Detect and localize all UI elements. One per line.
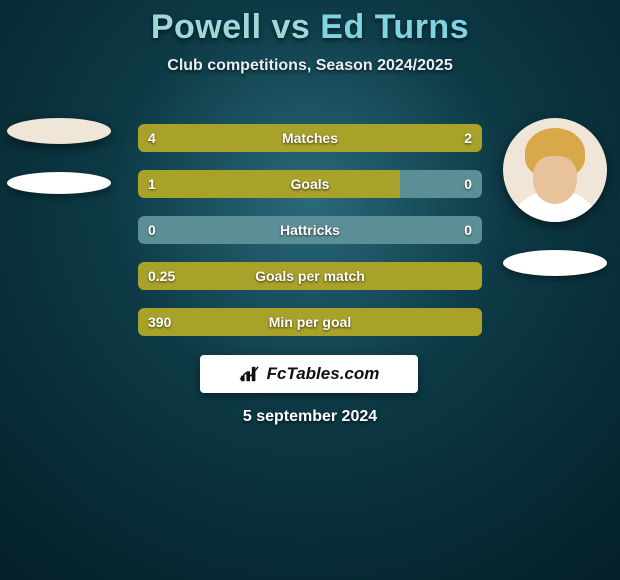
stat-label: Hattricks [138,222,482,238]
stat-label: Goals per match [138,268,482,284]
subtitle: Club competitions, Season 2024/2025 [0,57,620,75]
title-player2: Ed Turns [320,8,469,46]
date-text: 5 september 2024 [0,408,620,426]
stats-container: 42Matches 10Goals 00Hattricks 0.25Goals per… [138,124,482,336]
title-vs: vs [272,8,311,46]
player2-shirt [511,192,599,222]
stat-row: 390Min per goal [138,308,482,336]
player-right-column [500,118,610,276]
stat-row: 10Goals [138,170,482,198]
player2-avatar [503,118,607,222]
player1-name-plate [7,172,111,194]
page-title: Powell vs Ed Turns [0,0,620,47]
stat-label: Goals [138,176,482,192]
stat-label: Matches [138,130,482,146]
player-left-column [4,118,114,194]
player2-name-plate [503,250,607,276]
stat-label: Min per goal [138,314,482,330]
title-player1: Powell [151,8,262,46]
brand-text: FcTables.com [267,364,380,384]
stat-row: 42Matches [138,124,482,152]
bar-chart-icon [239,365,261,383]
brand-badge[interactable]: FcTables.com [200,355,418,393]
stat-row: 0.25Goals per match [138,262,482,290]
stat-row: 00Hattricks [138,216,482,244]
player1-avatar-placeholder [7,118,111,144]
